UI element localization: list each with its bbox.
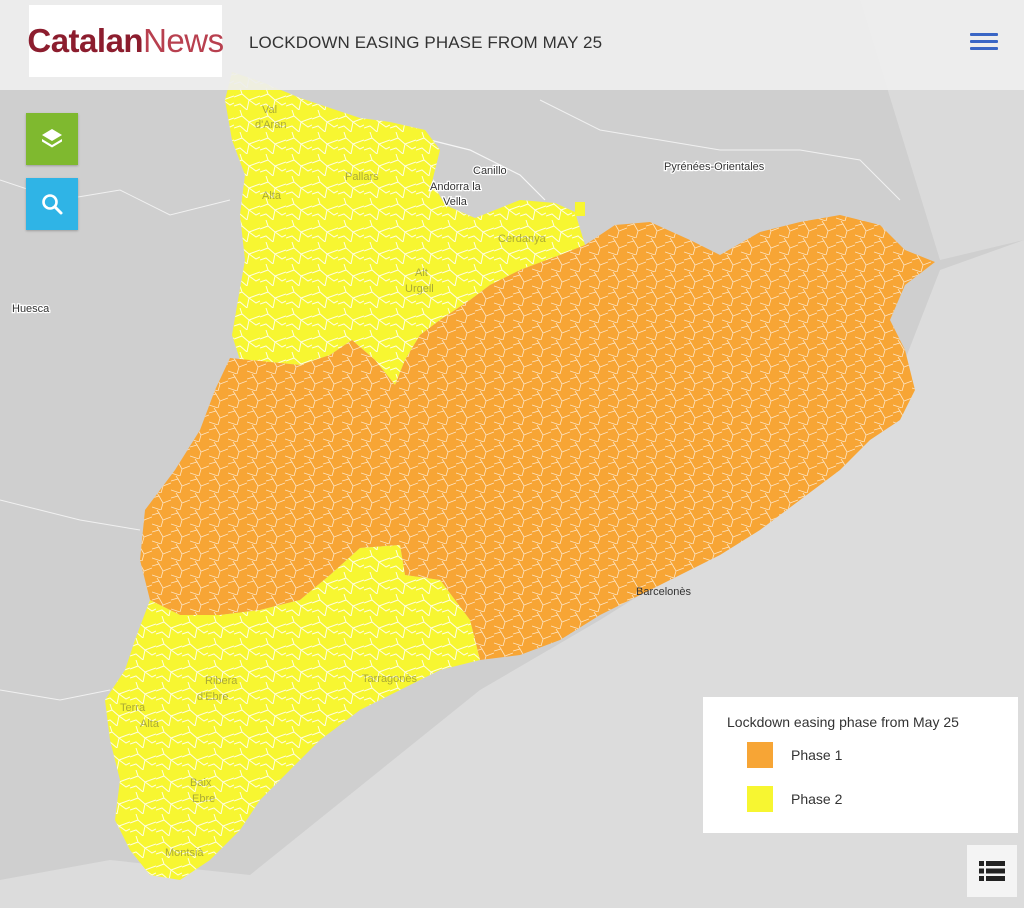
region-label-urgell: Urgell	[405, 283, 434, 295]
place-label-huesca: Huesca	[12, 303, 50, 315]
legend-label-phase-2: Phase 2	[791, 791, 843, 807]
search-button[interactable]	[26, 178, 78, 230]
layers-button[interactable]	[26, 113, 78, 165]
legend-swatch-phase-2	[747, 786, 773, 812]
legend-label-phase-1: Phase 1	[791, 747, 843, 763]
place-label-pyrenees: Pyrénées-Orientales	[664, 161, 765, 173]
header-bar: Catalan News LOCKDOWN EASING PHASE FROM M…	[0, 0, 1024, 90]
logo-text-catalan: Catalan	[27, 22, 144, 59]
region-label-alta: Alta	[262, 190, 282, 202]
region-label-ribera: Ribera	[205, 675, 238, 687]
map-legend: Lockdown easing phase from May 25 Phase …	[703, 697, 1018, 833]
legend-title: Lockdown easing phase from May 25	[727, 714, 959, 730]
legend-toggle-button[interactable]	[967, 845, 1017, 897]
place-label-barcelones: Barcelonès	[636, 586, 692, 598]
catalan-news-logo[interactable]: Catalan News	[27, 5, 224, 77]
region-label-val: Val	[262, 104, 277, 116]
region-label-terra: Terra	[120, 702, 146, 714]
menu-button[interactable]	[968, 30, 1000, 56]
region-label-daran: d'Aran	[255, 119, 286, 131]
region-label-alta-south: Alta	[140, 718, 160, 730]
place-label-andorra: Andorra la	[430, 181, 482, 193]
municipal-borders-central	[140, 215, 935, 660]
region-label-montsia: Montsià	[165, 847, 204, 859]
legend-item-phase-2: Phase 2	[747, 786, 842, 812]
region-label-baix: Baix	[190, 777, 212, 789]
search-icon	[42, 194, 63, 215]
legend-swatch-phase-1	[747, 742, 773, 768]
logo-text-news: News	[143, 22, 224, 59]
place-label-canillo: Canillo	[473, 165, 507, 177]
region-label-debre: d'Ebre	[197, 691, 228, 703]
region-label-cerdanya: Cerdanya	[498, 233, 547, 245]
region-label-tarragones: Tarragonès	[362, 673, 418, 685]
place-label-andorra-vella: Vella	[443, 196, 468, 208]
hamburger-icon	[970, 33, 998, 36]
region-label-ebre: Ebre	[192, 793, 215, 805]
page-title: LOCKDOWN EASING PHASE FROM MAY 25	[249, 33, 603, 52]
layers-icon	[42, 129, 62, 148]
municipal-borders-north	[225, 72, 585, 385]
legend-item-phase-1: Phase 1	[747, 742, 842, 768]
list-icon	[979, 861, 1005, 881]
region-label-alt: Alt	[415, 267, 428, 279]
phase2-enclave	[575, 202, 585, 216]
municipal-borders-south	[105, 545, 480, 880]
region-label-pallars: Pallars	[345, 171, 379, 183]
